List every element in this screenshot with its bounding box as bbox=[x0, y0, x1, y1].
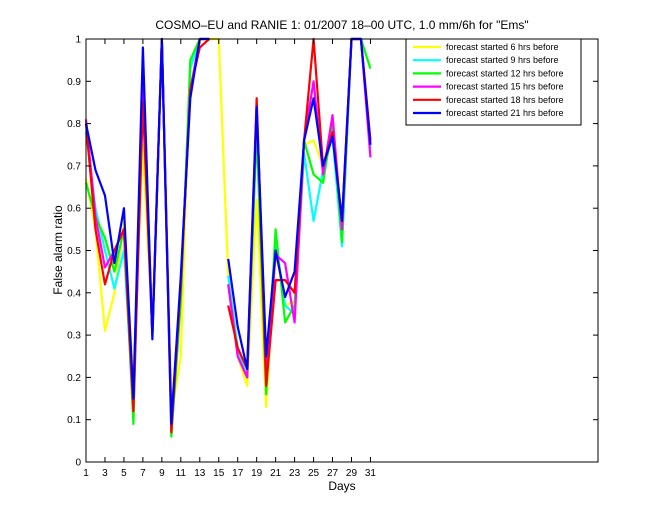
legend-label: forecast started 6 hrs before bbox=[446, 42, 559, 52]
x-tick-label: 25 bbox=[308, 468, 320, 479]
legend-label: forecast started 12 hrs before bbox=[446, 68, 564, 78]
series-layer bbox=[84, 37, 372, 438]
x-tick-label: 27 bbox=[327, 468, 339, 479]
x-tick-label: 31 bbox=[365, 468, 377, 479]
x-tick-label: 5 bbox=[121, 468, 127, 479]
x-axis-label: Days bbox=[328, 479, 355, 493]
y-tick-label: 1 bbox=[75, 35, 81, 46]
x-tick-label: 3 bbox=[102, 468, 108, 479]
legend-label: forecast started 18 hrs before bbox=[446, 95, 564, 105]
series-6 bbox=[84, 37, 372, 426]
y-axis-label: False alarm ratio bbox=[51, 205, 65, 295]
x-tick-label: 13 bbox=[194, 468, 206, 479]
x-tick-label: 17 bbox=[232, 468, 244, 479]
y-tick-label: 0.8 bbox=[67, 119, 81, 130]
y-tick-label: 0.3 bbox=[67, 331, 81, 342]
x-tick-label: 15 bbox=[213, 468, 225, 479]
y-tick-label: 0.7 bbox=[67, 161, 81, 172]
y-tick-label: 0.1 bbox=[67, 415, 81, 426]
x-tick-label: 23 bbox=[289, 468, 301, 479]
x-tick-label: 19 bbox=[251, 468, 263, 479]
legend-items: forecast started 6 hrs before forecast st… bbox=[413, 42, 564, 118]
y-tick-label: 0.9 bbox=[67, 77, 81, 88]
y-tick-label: 0.2 bbox=[67, 373, 81, 384]
legend-label: forecast started 9 hrs before bbox=[446, 55, 559, 65]
x-tick-label: 9 bbox=[159, 468, 165, 479]
x-tick-label: 1 bbox=[83, 468, 89, 479]
x-tick-label: 21 bbox=[270, 468, 282, 479]
y-tick-label: 0.5 bbox=[67, 246, 81, 257]
legend-box bbox=[405, 38, 582, 126]
x-tick-label: 29 bbox=[346, 468, 358, 479]
x-tick-label: 7 bbox=[140, 468, 146, 479]
series-line bbox=[227, 37, 372, 371]
series-line bbox=[84, 37, 210, 426]
legend: forecast started 6 hrs before forecast st… bbox=[405, 38, 582, 126]
y-tick-label: 0 bbox=[75, 458, 81, 469]
legend-label: forecast started 15 hrs before bbox=[446, 82, 564, 92]
chart-title: COSMO–EU and RANIE 1: 01/2007 18–00 UTC,… bbox=[155, 18, 528, 32]
y-tick-label: 0.4 bbox=[67, 288, 81, 299]
legend-label: forecast started 21 hrs before bbox=[446, 108, 564, 118]
y-tick-label: 0.6 bbox=[67, 204, 81, 215]
tick-layer: 1 3 5 7 9 11 13 15 17 19 21 23 25 27 29 3100.10.20.30.4… bbox=[67, 35, 598, 479]
x-tick-label: 11 bbox=[176, 468, 187, 479]
